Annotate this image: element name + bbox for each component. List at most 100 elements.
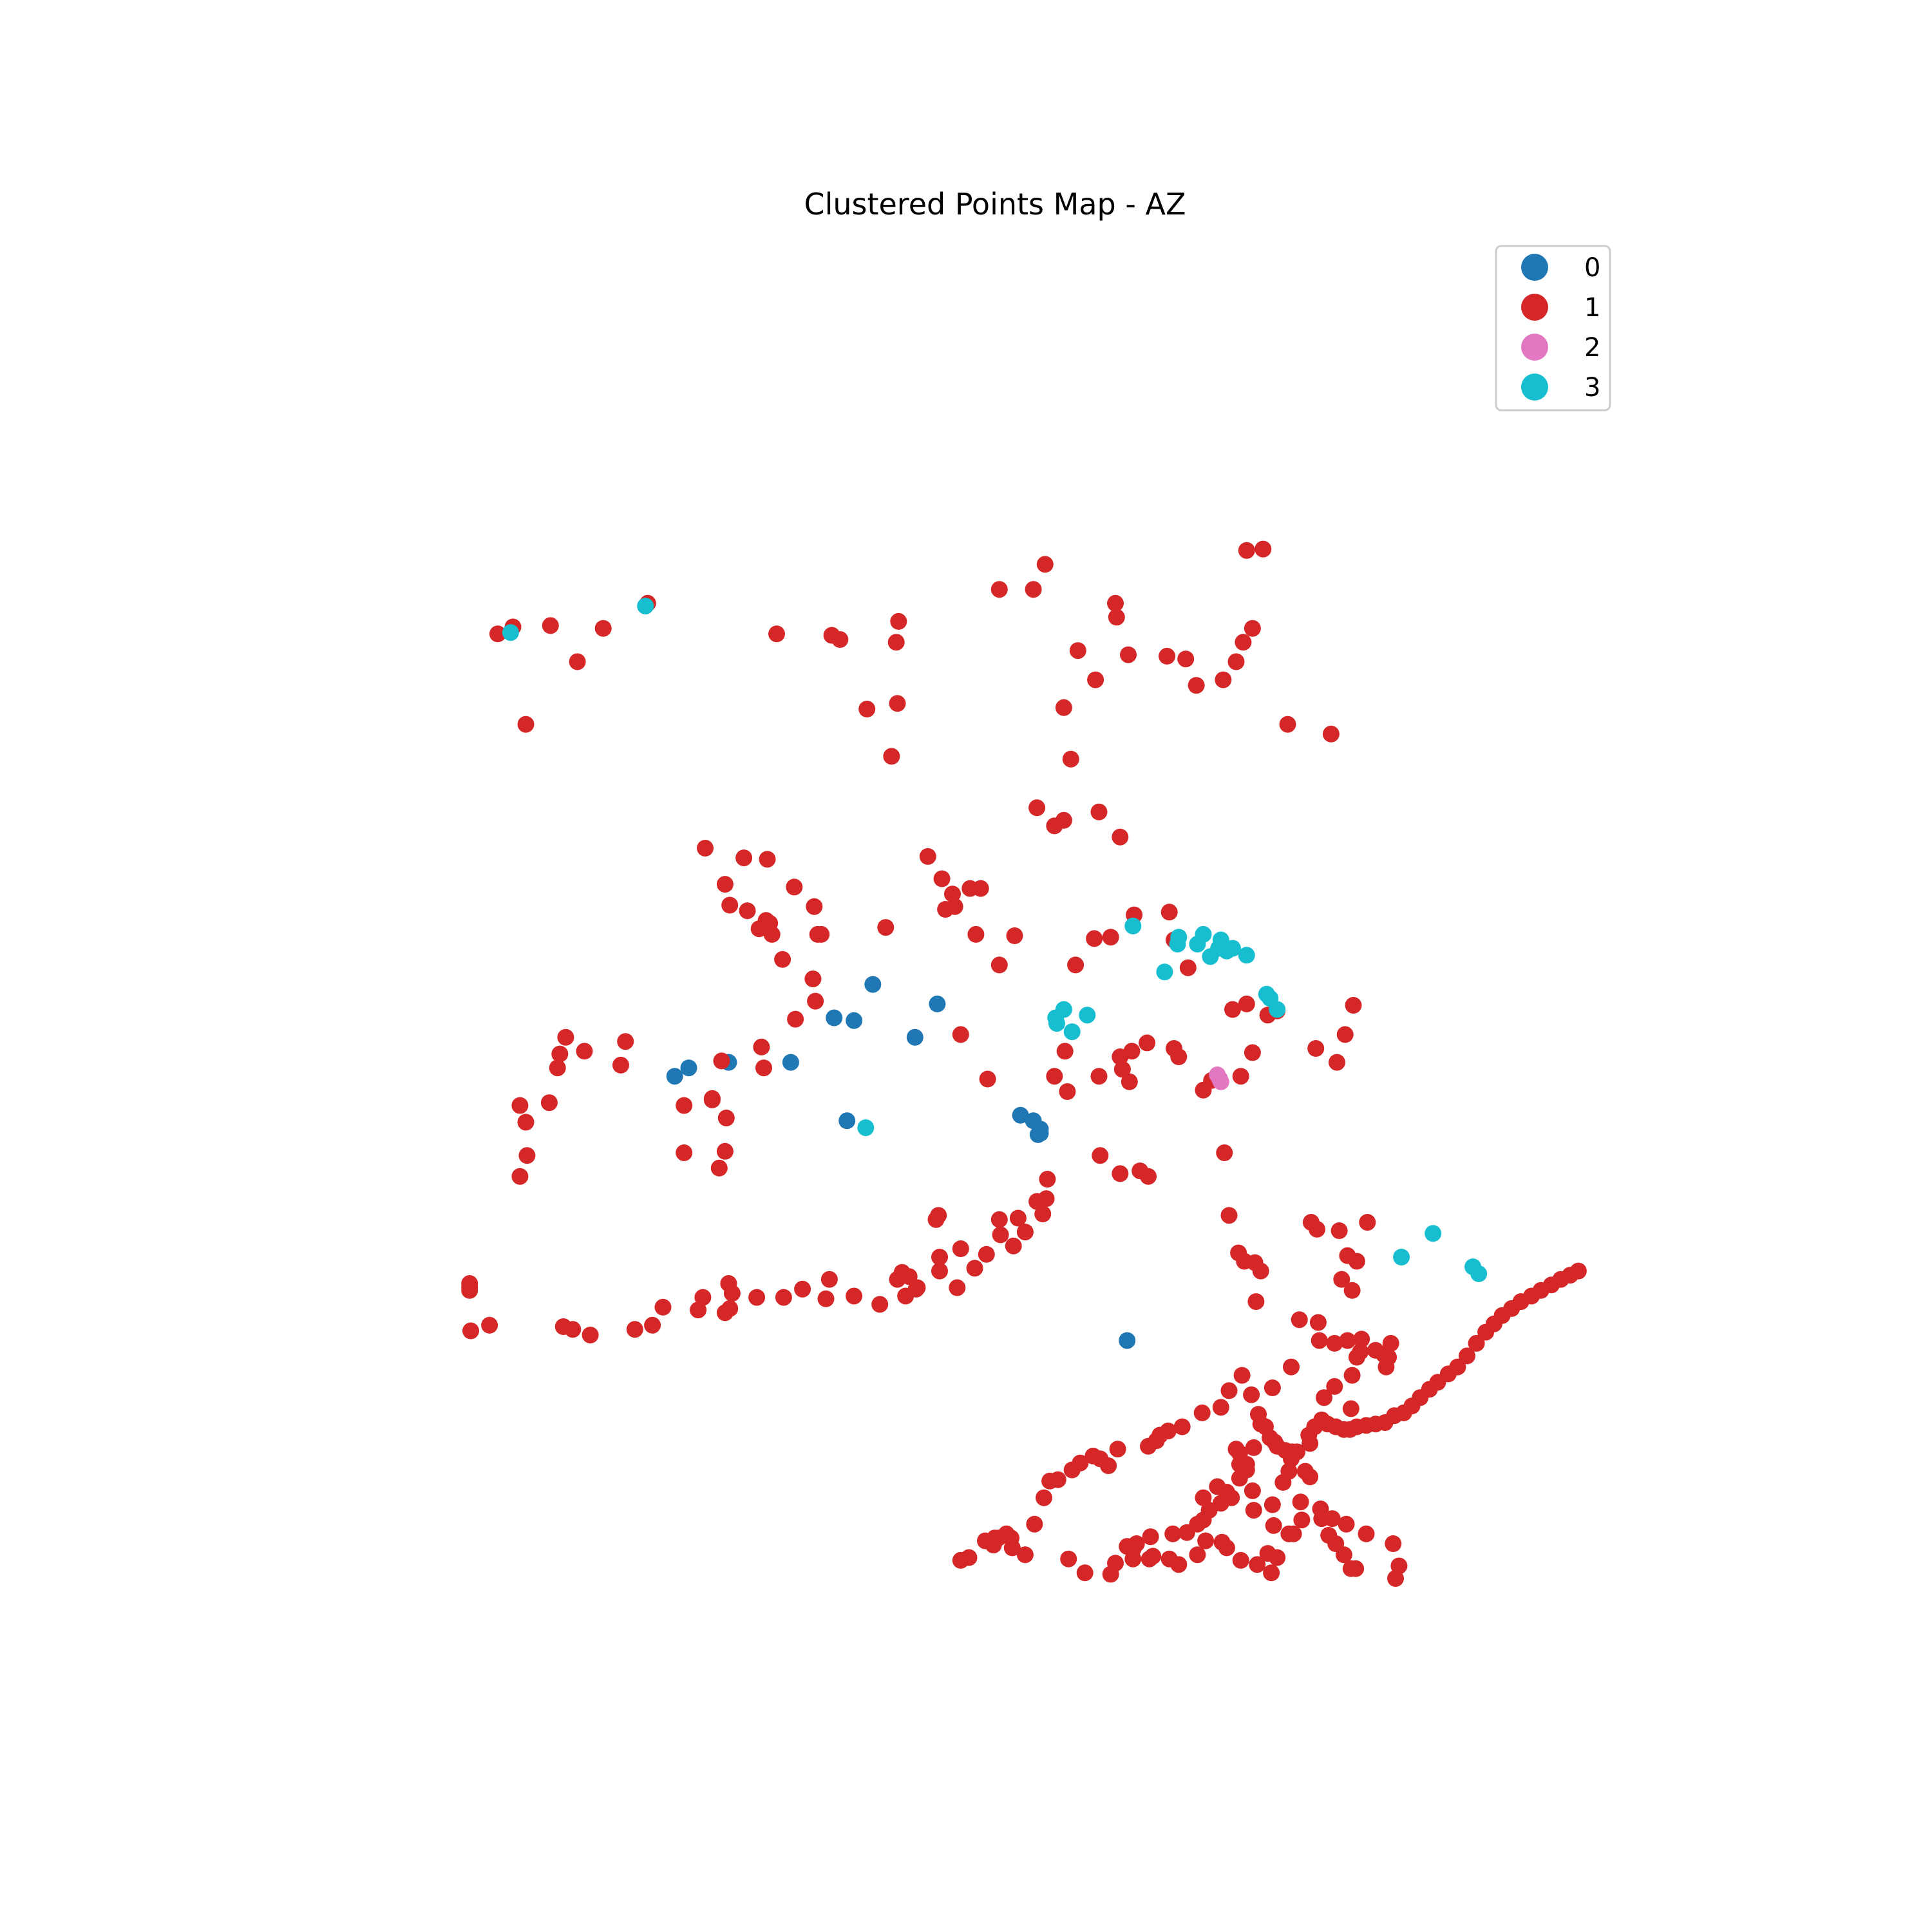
point-cluster-1 [1090,803,1108,820]
point-cluster-1 [1195,1081,1212,1099]
point-cluster-1 [1238,995,1255,1012]
point-cluster-3 [1048,1015,1065,1032]
point-cluster-1 [755,1059,772,1077]
point-cluster-1 [1142,1528,1159,1546]
point-cluster-1 [551,1045,569,1063]
points-layer [461,540,1587,1587]
point-cluster-1 [1232,1068,1249,1085]
point-cluster-1 [569,653,586,670]
point-cluster-1 [889,695,906,712]
point-cluster-1 [1244,1482,1261,1499]
point-cluster-3 [1224,940,1241,957]
point-cluster-1 [1212,1399,1229,1416]
point-cluster-1 [748,1289,766,1306]
point-cluster-1 [1289,1443,1306,1461]
point-cluster-1 [1293,1511,1311,1529]
point-cluster-1 [961,880,979,897]
point-cluster-1 [952,1551,969,1569]
point-cluster-1 [517,1113,535,1131]
point-cluster-1 [511,1168,529,1185]
point-cluster-1 [1280,1525,1298,1542]
point-cluster-1 [1387,1570,1404,1587]
point-cluster-1 [1331,1222,1348,1239]
point-cluster-3 [1470,1265,1488,1282]
point-cluster-1 [1343,1367,1361,1384]
point-cluster-1 [1128,1535,1145,1552]
point-cluster-1 [542,617,559,634]
point-cluster-0 [782,1054,799,1071]
point-cluster-1 [978,1245,995,1263]
point-cluster-1 [1279,715,1296,733]
point-cluster-1 [1062,750,1079,768]
point-cluster-1 [1309,1220,1325,1238]
point-cluster-1 [759,851,776,868]
point-cluster-1 [992,1226,1009,1244]
point-cluster-1 [877,919,895,936]
point-cluster-1 [990,1211,1008,1228]
point-cluster-1 [557,1028,574,1046]
point-cluster-1 [1313,1510,1331,1528]
point-cluster-1 [1059,1083,1076,1100]
point-cluster-1 [1076,1564,1094,1582]
point-cluster-1 [933,870,951,887]
point-cluster-1 [820,1271,838,1288]
point-cluster-1 [1353,1331,1370,1348]
point-cluster-1 [717,1110,735,1126]
legend-marker-3 [1521,374,1548,401]
point-cluster-1 [807,992,824,1010]
point-cluster-1 [1090,1068,1108,1085]
point-cluster-1 [1037,1190,1055,1208]
point-cluster-3 [1238,947,1255,964]
point-cluster-1 [1140,1168,1157,1185]
point-cluster-1 [1247,1293,1265,1311]
point-cluster-1 [1055,699,1072,716]
point-cluster-1 [931,1262,948,1280]
point-cluster-1 [1086,930,1103,947]
point-cluster-1 [549,1059,566,1077]
point-cluster-1 [1378,1358,1395,1376]
point-cluster-1 [753,1038,770,1056]
legend-label-0: 0 [1584,253,1600,283]
point-cluster-1 [1139,1034,1156,1052]
point-cluster-1 [481,1316,498,1334]
point-cluster-1 [1003,1539,1021,1557]
point-cluster-1 [883,748,900,765]
point-cluster-1 [1170,1048,1188,1065]
point-cluster-1 [1164,1525,1182,1542]
point-cluster-1 [967,925,985,943]
point-cluster-1 [676,1097,693,1114]
point-cluster-1 [1109,1441,1126,1458]
point-cluster-1 [1243,1386,1260,1403]
point-cluster-1 [1197,1532,1215,1549]
point-cluster-1 [676,1144,693,1161]
point-cluster-0 [1032,1124,1049,1142]
point-cluster-2 [1212,1073,1229,1090]
point-cluster-1 [1252,1262,1269,1280]
point-cluster-1 [1034,1206,1052,1222]
point-cluster-1 [979,1070,996,1088]
point-cluster-1 [1255,540,1272,558]
point-cluster-1 [1390,1557,1408,1575]
point-cluster-1 [931,1249,948,1265]
point-cluster-1 [768,625,785,643]
point-cluster-1 [1215,671,1232,688]
point-cluster-1 [952,1240,969,1257]
point-cluster-1 [1238,1455,1255,1473]
point-cluster-1 [1342,1400,1359,1417]
point-cluster-1 [1449,1358,1466,1376]
point-cluster-1 [1339,1247,1356,1264]
point-cluster-1 [1056,1043,1074,1060]
point-cluster-1 [694,1289,712,1306]
point-cluster-1 [1160,1550,1178,1567]
point-cluster-1 [721,1300,739,1317]
point-cluster-1 [1224,1001,1241,1018]
point-cluster-1 [1046,817,1063,835]
point-cluster-1 [1316,1389,1332,1406]
point-cluster-1 [1459,1347,1475,1365]
point-cluster-1 [930,1207,947,1224]
point-cluster-1 [1569,1262,1587,1280]
point-cluster-1 [871,1296,889,1313]
point-cluster-1 [1067,956,1084,974]
point-cluster-1 [1188,677,1205,694]
point-cluster-1 [612,1056,629,1074]
